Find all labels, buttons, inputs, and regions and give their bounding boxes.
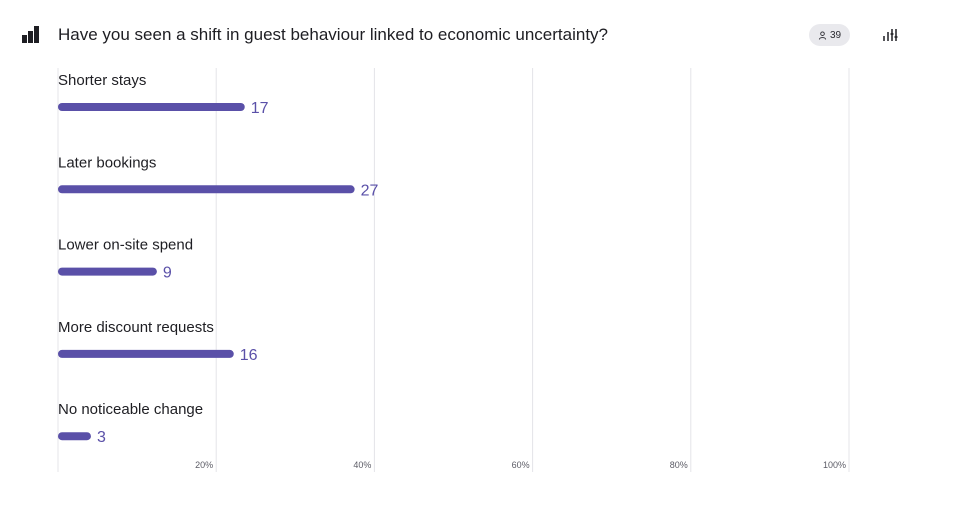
value-label: 17 (251, 100, 269, 117)
x-tick-label: 60% (512, 460, 530, 470)
category-label: Lower on-site spend (58, 237, 193, 254)
value-label: 3 (97, 429, 106, 446)
participants-count: 39 (829, 29, 842, 41)
value-label: 16 (240, 347, 258, 364)
x-tick-label: 20% (195, 460, 213, 470)
category-label: No noticeable change (58, 401, 203, 418)
person-icon (818, 30, 827, 40)
x-tick-label: 100% (823, 460, 846, 470)
bar (58, 267, 157, 276)
x-tick-label: 40% (353, 460, 371, 470)
question-title: Have you seen a shift in guest behaviour… (58, 25, 608, 44)
bar (58, 185, 355, 194)
bar (58, 103, 245, 111)
participants-badge[interactable]: 39 (809, 24, 850, 46)
category-label: Shorter stays (58, 72, 146, 89)
value-label: 27 (361, 182, 379, 199)
mentimeter-logo-icon (22, 26, 39, 43)
value-label: 9 (163, 265, 172, 282)
bar (58, 349, 234, 358)
sliders-icon[interactable] (881, 27, 899, 43)
category-label: Later bookings (58, 154, 156, 171)
question-header: Have you seen a shift in guest behaviour… (0, 0, 956, 68)
bar (58, 432, 91, 441)
category-label: More discount requests (58, 319, 214, 336)
x-tick-label: 80% (670, 460, 688, 470)
